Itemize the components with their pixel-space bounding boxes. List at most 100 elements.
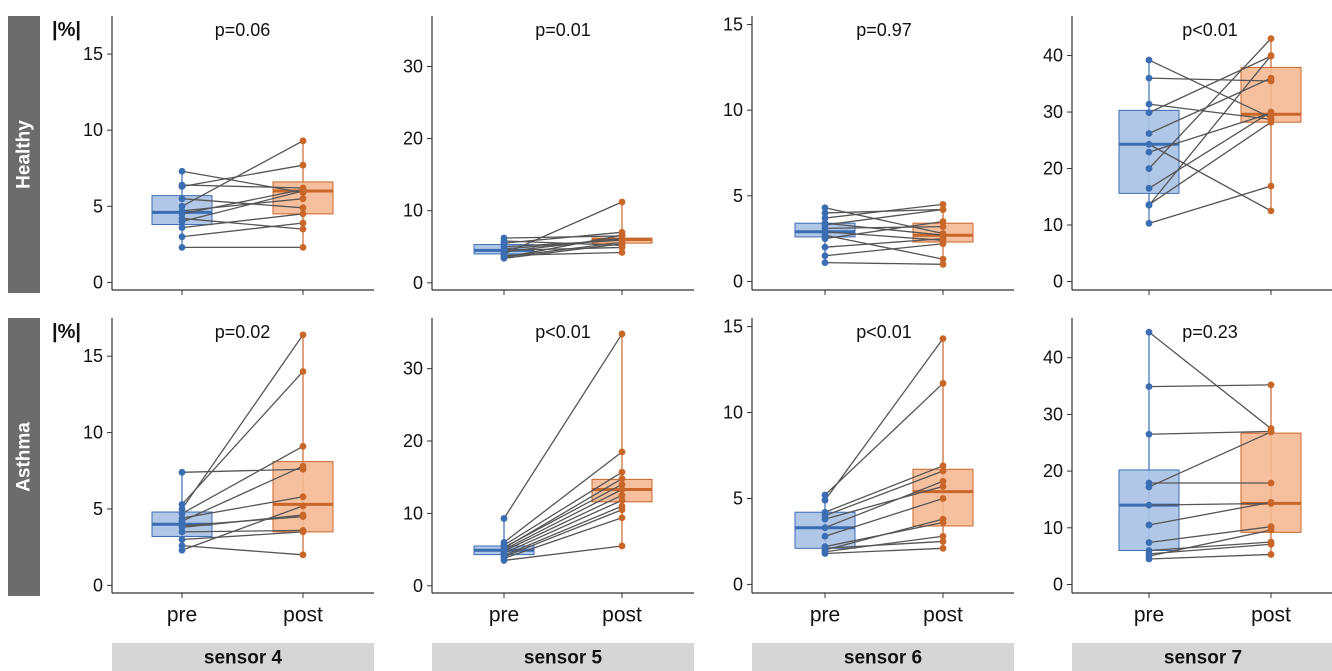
pre-point — [1145, 184, 1153, 192]
pair-line — [181, 190, 304, 223]
y-tick-label: 5 — [733, 488, 743, 508]
y-tick-label: 20 — [1043, 159, 1063, 179]
pair-line — [1148, 541, 1272, 552]
post-point — [939, 477, 947, 485]
pair-line — [503, 231, 623, 244]
pair-line — [1148, 502, 1272, 506]
post-point — [618, 486, 626, 493]
pair-line — [503, 234, 623, 259]
row-label: Asthma — [14, 422, 35, 492]
pre-point — [821, 515, 829, 523]
post-point — [939, 544, 947, 552]
pair-line — [503, 451, 623, 543]
y-tick-label: 0 — [1053, 272, 1063, 292]
pre-point — [1145, 219, 1153, 227]
pair-line — [824, 237, 944, 248]
pair-line — [181, 222, 304, 238]
pair-line — [1148, 331, 1272, 430]
post-point — [299, 513, 307, 521]
post-point — [299, 137, 307, 145]
y-tick-label: 10 — [83, 120, 103, 140]
y-tick-label: 10 — [83, 423, 103, 443]
post-point — [1267, 526, 1275, 534]
pair-line — [503, 499, 623, 554]
pair-line — [824, 222, 944, 236]
y-tick-label: 0 — [93, 575, 103, 595]
pair-line — [503, 238, 623, 250]
post-point — [939, 235, 947, 243]
pre-point — [821, 496, 829, 504]
post-point — [1267, 118, 1275, 126]
y-tick-label: 20 — [403, 129, 423, 149]
post-point — [1267, 108, 1275, 116]
pair-lines — [503, 333, 623, 562]
pre-point — [178, 546, 186, 554]
y-tick-label: 5 — [93, 196, 103, 216]
post-point — [299, 551, 307, 559]
pre-point — [1145, 201, 1153, 209]
column-strip — [112, 643, 374, 671]
pair-line — [503, 478, 623, 549]
pair-line — [824, 485, 944, 520]
points — [821, 200, 947, 268]
pair-line — [1148, 543, 1272, 555]
post-point — [618, 240, 626, 248]
pair-line — [181, 371, 304, 505]
post-point — [1267, 381, 1275, 389]
pair-line — [181, 468, 304, 473]
pair-line — [824, 540, 944, 549]
pre-point — [1145, 430, 1153, 438]
pre-point — [178, 233, 186, 241]
pair-line — [503, 243, 623, 259]
p-value-label: p=0.97 — [856, 20, 912, 40]
pair-lines — [1148, 331, 1272, 560]
x-tick-label-pre: pre — [167, 604, 197, 627]
panel: 0 10 20 30 p=0.01 — [403, 16, 694, 295]
y-tick-label: 30 — [1043, 404, 1063, 424]
pair-line — [181, 170, 304, 194]
pair-line — [1148, 121, 1272, 206]
pair-line — [1148, 526, 1272, 544]
post-point — [1267, 479, 1275, 487]
y-unit-label: |%| — [52, 19, 81, 41]
pre-point — [821, 532, 829, 540]
pair-line — [824, 470, 944, 517]
pre-point — [178, 183, 186, 190]
pre-point — [500, 544, 508, 552]
pair-line — [181, 334, 304, 510]
pre-point — [1145, 148, 1153, 156]
post-point — [618, 231, 626, 239]
pair-line — [1148, 553, 1272, 560]
post-point — [939, 532, 947, 540]
pre-point — [821, 491, 829, 499]
y-tick-label: 20 — [1043, 461, 1063, 481]
pair-line — [824, 220, 944, 240]
pre-point — [178, 536, 186, 543]
post-point — [618, 448, 626, 456]
post-point — [618, 481, 626, 488]
pre-point — [178, 243, 186, 251]
pair-lines — [824, 338, 944, 555]
pair-line — [503, 488, 623, 551]
points — [1145, 328, 1275, 563]
pre-point — [500, 557, 508, 564]
pair-line — [503, 505, 623, 556]
post-point — [939, 240, 947, 248]
post-point — [1267, 182, 1275, 190]
pair-line — [181, 188, 304, 215]
pair-line — [824, 243, 944, 257]
panel: 0 5 10 15|%| p=0.06 — [52, 16, 374, 295]
pair-lines — [503, 201, 623, 259]
pre-point — [821, 235, 829, 243]
pair-line — [1148, 55, 1272, 206]
y-tick-label: 10 — [403, 201, 423, 221]
pre-point — [178, 522, 186, 530]
pair-line — [1148, 143, 1272, 212]
column-label: sensor 4 — [204, 648, 283, 669]
pre-point — [178, 528, 186, 536]
pre-point — [178, 218, 186, 225]
pre-point — [1145, 521, 1153, 529]
post-point — [1267, 74, 1275, 82]
post-point — [299, 187, 307, 195]
